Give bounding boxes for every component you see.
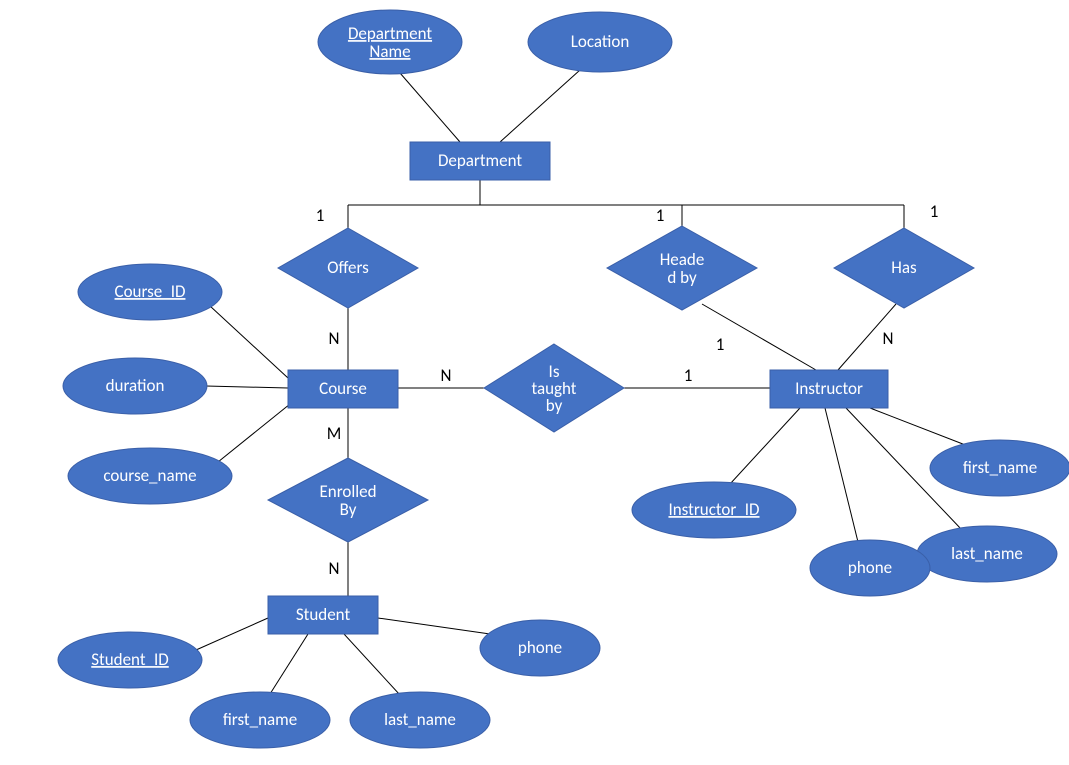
svg-text:by: by: [546, 395, 563, 416]
relationship-is_taught_by: Istaughtby: [484, 344, 624, 432]
svg-text:Name: Name: [369, 41, 410, 62]
cardinality-4: 1: [930, 201, 939, 222]
attribute-student_id: Student_ID: [58, 632, 202, 688]
edge-location-department: [500, 70, 580, 142]
cardinality-6: N: [441, 365, 452, 386]
entity-department: Department: [410, 142, 550, 180]
cardinality-3: 1: [716, 334, 725, 355]
attribute-s_phone: phone: [480, 620, 600, 676]
cardinality-5: N: [883, 328, 894, 349]
edge-s_phone-student: [378, 618, 490, 634]
attribute-label-duration: duration: [106, 375, 165, 396]
edge-course_name-course: [218, 404, 290, 462]
attribute-label-i_phone: phone: [848, 557, 892, 578]
attribute-instructor_id: Instructor_ID: [632, 482, 796, 538]
attribute-label-i_first_name: first_name: [963, 457, 1037, 478]
attribute-i_first_name: first_name: [930, 440, 1069, 496]
cardinality-1: N: [329, 328, 340, 349]
attribute-label-s_first_name: first_name: [223, 709, 297, 730]
attribute-label-course_id: Course_ID: [115, 281, 186, 302]
edge-s_last_name-student: [344, 634, 400, 695]
relationship-enrolled_by: EnrolledBy: [268, 458, 428, 542]
attribute-s_first_name: first_name: [190, 692, 330, 748]
er-diagram: 1 N 1 1 1 N N 1 M N Department Course Instructor Stud…: [0, 0, 1069, 765]
attribute-label-student_id: Student_ID: [91, 649, 169, 670]
cardinality-7: 1: [684, 365, 693, 386]
cardinality-8: M: [327, 423, 342, 444]
edge-i_first_name-instructor: [870, 408, 968, 446]
relationship-has: Has: [834, 228, 974, 308]
edge-course_id-course: [210, 306, 288, 378]
attribute-s_last_name: last_name: [350, 692, 490, 748]
edge-dept_name-department: [400, 73, 460, 142]
entity-student: Student: [268, 596, 378, 634]
attribute-dept_name: DepartmentName: [318, 10, 462, 74]
svg-text:By: By: [340, 499, 357, 520]
edge-instructor_id-instructor: [730, 408, 800, 484]
relationship-label-offers: Offers: [327, 257, 369, 278]
entity-label-student: Student: [296, 604, 351, 625]
cardinality-0: 1: [316, 205, 325, 226]
attribute-label-course_name: course_name: [103, 465, 196, 486]
relationship-offers: Offers: [278, 228, 418, 308]
relationship-label-has: Has: [891, 257, 917, 278]
edge-i_phone-instructor: [825, 408, 858, 542]
attribute-course_id: Course_ID: [78, 264, 222, 320]
attribute-course_name: course_name: [68, 448, 232, 504]
attribute-label-instructor_id: Instructor_ID: [668, 499, 759, 520]
attribute-i_phone: phone: [810, 540, 930, 596]
attribute-label-location: Location: [571, 31, 630, 52]
attribute-label-i_last_name: last_name: [951, 543, 1023, 564]
attribute-duration: duration: [63, 358, 207, 414]
entity-course: Course: [288, 370, 398, 408]
attribute-location: Location: [528, 12, 672, 72]
svg-text:d by: d by: [667, 267, 697, 288]
entity-label-department: Department: [438, 150, 522, 171]
attribute-i_last_name: last_name: [917, 526, 1057, 582]
entity-instructor: Instructor: [770, 370, 888, 408]
edge-s_first_name-student: [270, 634, 308, 694]
cardinality-9: N: [329, 558, 340, 579]
edge-duration-course: [206, 386, 288, 388]
attribute-label-s_last_name: last_name: [384, 709, 456, 730]
entity-label-course: Course: [319, 378, 367, 399]
attribute-label-s_phone: phone: [518, 637, 562, 658]
relationship-headed_by: Headed by: [607, 226, 757, 310]
edge-student_id-student: [196, 618, 268, 650]
entity-label-instructor: Instructor: [795, 378, 863, 399]
cardinality-2: 1: [656, 205, 665, 226]
